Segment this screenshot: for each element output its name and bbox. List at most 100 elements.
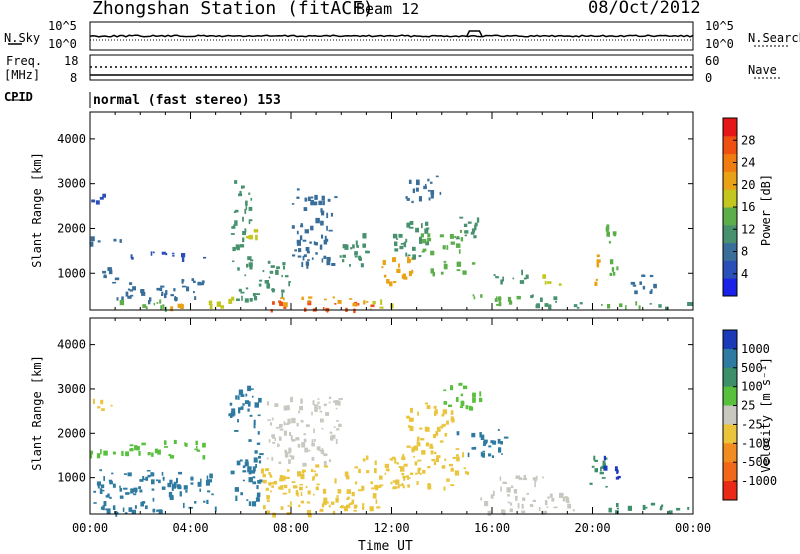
velocity-echo-2 xyxy=(134,505,137,509)
velocity-echo-3 xyxy=(233,412,236,416)
velocity-echo-9 xyxy=(442,423,446,427)
power-echo-4 xyxy=(186,286,190,292)
velocity-echo-2 xyxy=(183,502,185,509)
power-echo-20 xyxy=(456,261,462,267)
power-echo-18 xyxy=(421,223,423,229)
velocity-echo-5 xyxy=(271,434,275,437)
velocity-echo-5 xyxy=(266,401,270,406)
velocity-echo-5 xyxy=(336,420,339,422)
velocity-echo-2 xyxy=(116,511,119,515)
velocity-colorbar-tick-label: 25 xyxy=(741,399,755,413)
power-echo-14 xyxy=(310,199,315,204)
power-echo-14 xyxy=(303,207,308,211)
power-echo-1 xyxy=(90,236,95,242)
velocity-echo-2 xyxy=(203,500,206,503)
velocity-echo-2 xyxy=(194,501,197,504)
x-tick-label: 20:00 xyxy=(574,521,610,535)
power-echo-9 xyxy=(241,295,243,301)
x-tick-label: 00:00 xyxy=(72,521,108,535)
velocity-echo-5 xyxy=(328,396,332,400)
velocity-echo-2 xyxy=(152,508,156,513)
velocity-echo-9 xyxy=(451,418,455,423)
power-echo-11 xyxy=(271,290,275,293)
power-echo-3 xyxy=(103,274,107,278)
power-echo-13 xyxy=(352,303,356,307)
power-echo-28 xyxy=(605,226,609,232)
velocity-echo-3 xyxy=(244,461,249,467)
velocity-echo-9 xyxy=(420,438,425,441)
velocity-echo-5 xyxy=(320,418,324,423)
power-echo-14 xyxy=(310,196,314,199)
velocity-echo-7 xyxy=(374,468,377,474)
power-echo-14 xyxy=(314,194,318,200)
velocity-echo-2 xyxy=(169,479,173,484)
velocity-echo-9 xyxy=(406,445,411,448)
power-echo-8 xyxy=(244,208,247,214)
velocity-echo-2 xyxy=(171,483,176,489)
power-echo-25 xyxy=(530,295,533,299)
velocity-echo-8 xyxy=(414,461,418,466)
velocity-echo-9 xyxy=(429,446,434,449)
velocity-echo-1 xyxy=(100,449,102,455)
power-echo-10 xyxy=(245,235,250,239)
power-echo-18 xyxy=(424,228,429,234)
velocity-echo-3 xyxy=(248,470,252,475)
velocity-echo-3 xyxy=(253,457,258,463)
velocity-echo-2 xyxy=(139,479,144,482)
velocity-echo-2 xyxy=(151,479,155,485)
velocity-colorbar-tick-label: 1000 xyxy=(741,342,770,356)
power-echo-22 xyxy=(463,223,468,227)
power-echo-11 xyxy=(281,289,285,293)
power-echo-28 xyxy=(609,259,614,265)
velocity-echo-8 xyxy=(444,458,447,461)
velocity-echo-2 xyxy=(178,471,182,475)
velocity-echo-5 xyxy=(272,441,276,444)
velocity-echo-10 xyxy=(479,391,482,397)
power-echo-17 xyxy=(383,274,387,278)
velocity-echo-2 xyxy=(147,474,151,478)
velocity-echo-5 xyxy=(325,412,330,416)
power-echo-9 xyxy=(240,291,245,294)
velocity-ytick-label: 1000 xyxy=(57,471,86,485)
power-echo-18 xyxy=(399,245,404,250)
velocity-echo-2 xyxy=(171,488,174,491)
power-echo-26 xyxy=(542,274,547,279)
velocity-echo-5 xyxy=(285,422,290,425)
power-echo-14 xyxy=(302,255,305,261)
velocity-echo-2 xyxy=(190,482,194,485)
power-colorbar-band xyxy=(723,171,737,190)
power-echo-17 xyxy=(389,283,392,286)
power-colorbar-band xyxy=(723,189,737,208)
nsky-axis-top: 10^5 xyxy=(48,19,77,33)
power-echo-7 xyxy=(216,301,221,307)
power-echo-23 xyxy=(508,300,513,305)
velocity-echo-5 xyxy=(321,448,324,451)
velocity-echo-10 xyxy=(450,385,454,391)
power-colorbar-tick-label: 8 xyxy=(741,245,748,259)
velocity-echo-1 xyxy=(184,442,186,447)
power-echo-11 xyxy=(276,266,280,269)
velocity-echo-3 xyxy=(251,501,257,507)
velocity-echo-5 xyxy=(270,422,272,426)
velocity-echo-8 xyxy=(401,456,406,461)
velocity-echo-5 xyxy=(317,398,320,400)
power-echo-14 xyxy=(299,235,303,241)
velocity-echo-2 xyxy=(100,489,105,492)
power-echo-14 xyxy=(310,225,314,231)
velocity-echo-3 xyxy=(234,430,239,432)
velocity-echo-4 xyxy=(344,471,349,477)
power-echo-26 xyxy=(544,280,547,285)
power-echo-25 xyxy=(576,306,580,309)
power-echo-5 xyxy=(145,306,148,310)
velocity-echo-3 xyxy=(258,460,262,464)
power-echo-16 xyxy=(380,299,383,305)
velocity-echo-12 xyxy=(510,502,513,506)
power-echo-19 xyxy=(427,238,432,242)
velocity-echo-2 xyxy=(197,481,202,487)
power-echo-11 xyxy=(288,281,290,287)
power-echo-8 xyxy=(239,190,242,195)
velocity-echo-2 xyxy=(140,501,144,507)
power-echo-12 xyxy=(270,309,273,313)
velocity-echo-9 xyxy=(432,434,437,439)
velocity-echo-8 xyxy=(427,466,431,469)
